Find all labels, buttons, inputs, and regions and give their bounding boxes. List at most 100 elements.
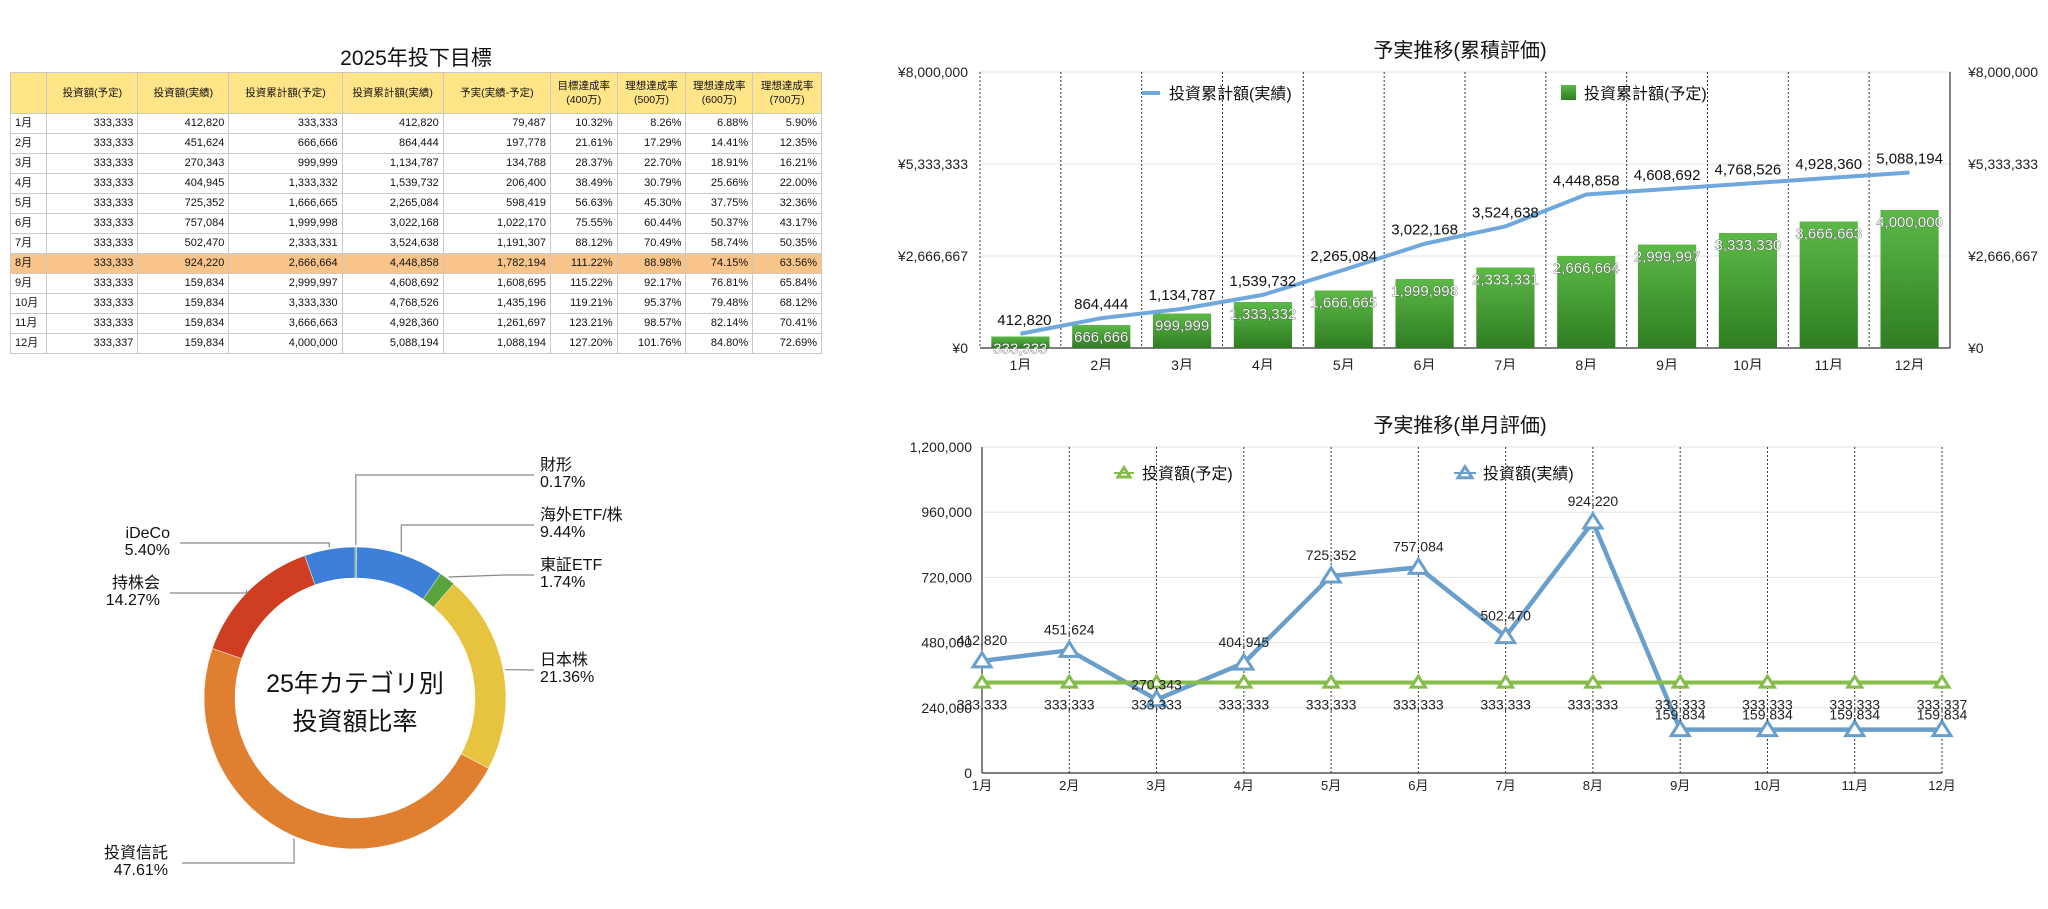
table-cell: 4,928,360 <box>341 313 444 334</box>
table-row: 11月 333,333 159,834 3,666,663 4,928,360 1,261… <box>9 313 822 334</box>
table-cell: 999,999 <box>228 153 343 174</box>
legend-bar-swatch <box>1561 85 1576 100</box>
y-tick-label-left: ¥5,333,333 <box>897 156 968 172</box>
actual-data-label: 404,945 <box>1219 634 1270 650</box>
table-cell: 270,343 <box>137 153 230 174</box>
x-tick-label: 8月 <box>1583 778 1603 793</box>
table-row: 8月 333,333 924,220 2,666,664 4,448,858 1,782,… <box>9 253 822 274</box>
table-cell: 8.26% <box>616 113 687 134</box>
x-tick-label: 4月 <box>1252 357 1274 370</box>
table-cell: 22.00% <box>752 173 822 194</box>
table-cell: 10月 <box>9 293 48 314</box>
table-cell: 14.41% <box>685 133 754 154</box>
monthly-chart-panel: 予実推移(単月評価) 0 240,000 480,000 720,000 960,000… <box>880 405 2040 795</box>
donut-slice <box>212 555 316 659</box>
actual-data-label: 502,470 <box>1480 607 1531 623</box>
cumulative-chart: ¥0 ¥0 ¥2,666,667 ¥2,666,667 ¥5,333,333 ¥5,333… <box>897 64 2038 370</box>
line-data-label: 412,820 <box>997 312 1051 329</box>
table-cell: 333,333 <box>46 273 139 294</box>
actual-data-label: 159,834 <box>1829 707 1880 723</box>
table-cell: 2月 <box>9 133 48 154</box>
slice-percent: 14.27% <box>106 592 160 609</box>
y-tick-label: 720,000 <box>921 569 972 585</box>
y-tick-label: 960,000 <box>921 504 972 520</box>
table-cell: 666,666 <box>228 133 343 154</box>
table-row: 2月 333,333 451,624 666,666 864,444 197,778 21.… <box>9 133 822 154</box>
legend-label: 投資額(予定) <box>1142 465 1233 483</box>
data-point-marker <box>1755 718 1780 738</box>
table-cell: 1,782,194 <box>442 253 551 274</box>
donut-center-title: 25年カテゴリ別 <box>266 670 444 698</box>
table-cell: 159,834 <box>137 293 230 314</box>
table-cell: 412,820 <box>137 113 230 134</box>
table-cell: 58.74% <box>685 233 754 254</box>
table-cell: 333,333 <box>46 173 139 194</box>
x-tick-label: 9月 <box>1656 357 1678 370</box>
line-data-label: 1,134,787 <box>1149 287 1216 304</box>
bar <box>1233 302 1293 348</box>
table-cell: 159,834 <box>137 333 230 354</box>
data-point-marker <box>1144 688 1169 708</box>
line-data-label: 4,928,360 <box>1795 156 1862 173</box>
y-tick-label-right: ¥2,666,667 <box>1967 248 2038 264</box>
donut-slice <box>433 583 507 769</box>
table-cell: 28.37% <box>549 153 618 174</box>
actual-data-label: 159,834 <box>1917 707 1968 723</box>
table-cell: 50.37% <box>685 213 754 234</box>
table-cell: 5,088,194 <box>341 333 444 354</box>
x-tick-label: 8月 <box>1575 357 1597 370</box>
table-cell: 123.21% <box>549 313 618 334</box>
data-point-marker <box>1842 718 1867 738</box>
slice-percent: 47.61% <box>114 862 168 879</box>
x-tick-label: 4月 <box>1234 778 1254 793</box>
leader-line <box>448 574 534 578</box>
table-cell: 11月 <box>9 313 48 334</box>
table-cell: 333,333 <box>228 113 343 134</box>
table-cell: 22.70% <box>616 153 687 174</box>
data-point-marker <box>1059 673 1080 689</box>
table-header-cell: 予実(実績-予定) <box>442 72 551 114</box>
table-cell: 1,666,665 <box>228 193 343 214</box>
planned-data-label: 333,333 <box>1742 696 1793 712</box>
actual-data-label: 924,220 <box>1568 493 1619 509</box>
x-tick-label: 6月 <box>1408 778 1428 793</box>
y-tick-label: 240,000 <box>921 700 972 716</box>
table-cell: 502,470 <box>137 233 230 254</box>
data-point-marker <box>970 649 994 669</box>
actual-data-label: 159,834 <box>1655 707 1706 723</box>
table-cell: 72.69% <box>752 333 822 354</box>
slice-percent: 0.17% <box>540 474 585 491</box>
bar <box>1637 244 1697 348</box>
data-point-marker <box>1321 673 1341 689</box>
table-cell: 9月 <box>9 273 48 294</box>
table-cell: 76.81% <box>685 273 754 294</box>
bar <box>1476 267 1535 348</box>
table-cell: 333,333 <box>46 153 139 174</box>
table-cell: 1,435,196 <box>442 293 551 314</box>
x-tick-label: 3月 <box>1171 357 1193 370</box>
table-cell: 3,524,638 <box>341 233 444 254</box>
bar <box>1880 210 1939 348</box>
table-cell: 598,419 <box>442 193 551 214</box>
table-cell: 2,265,084 <box>341 193 444 214</box>
table-cell: 333,337 <box>46 333 139 354</box>
table-cell: 7月 <box>9 233 48 254</box>
table-header-cell: 理想達成率 (700万) <box>752 72 822 114</box>
line-data-label: 4,768,526 <box>1715 161 1782 178</box>
table-cell: 127.20% <box>549 333 618 354</box>
data-point-marker <box>1319 565 1343 584</box>
table-cell: 10.32% <box>549 113 618 134</box>
x-tick-label: 5月 <box>1321 778 1341 793</box>
data-point-marker <box>1493 625 1518 645</box>
cumulative-chart-panel: 予実推移(累積評価) ¥0 ¥0 ¥2,666,667 ¥2,666,667 ¥5,33… <box>880 30 2040 370</box>
planned-data-label: 333,333 <box>1655 696 1706 712</box>
table-cell: 1,191,307 <box>442 233 551 254</box>
table-cell: 5月 <box>9 193 48 214</box>
table-cell: 1,134,787 <box>341 153 444 174</box>
table-header-cell <box>9 72 48 114</box>
bar <box>1314 290 1373 348</box>
table-cell: 3,666,663 <box>228 313 343 334</box>
planned-data-label: 333,337 <box>1917 696 1968 712</box>
y-tick-label-right: ¥0 <box>1967 340 1984 356</box>
table-cell: 30.79% <box>616 173 687 194</box>
